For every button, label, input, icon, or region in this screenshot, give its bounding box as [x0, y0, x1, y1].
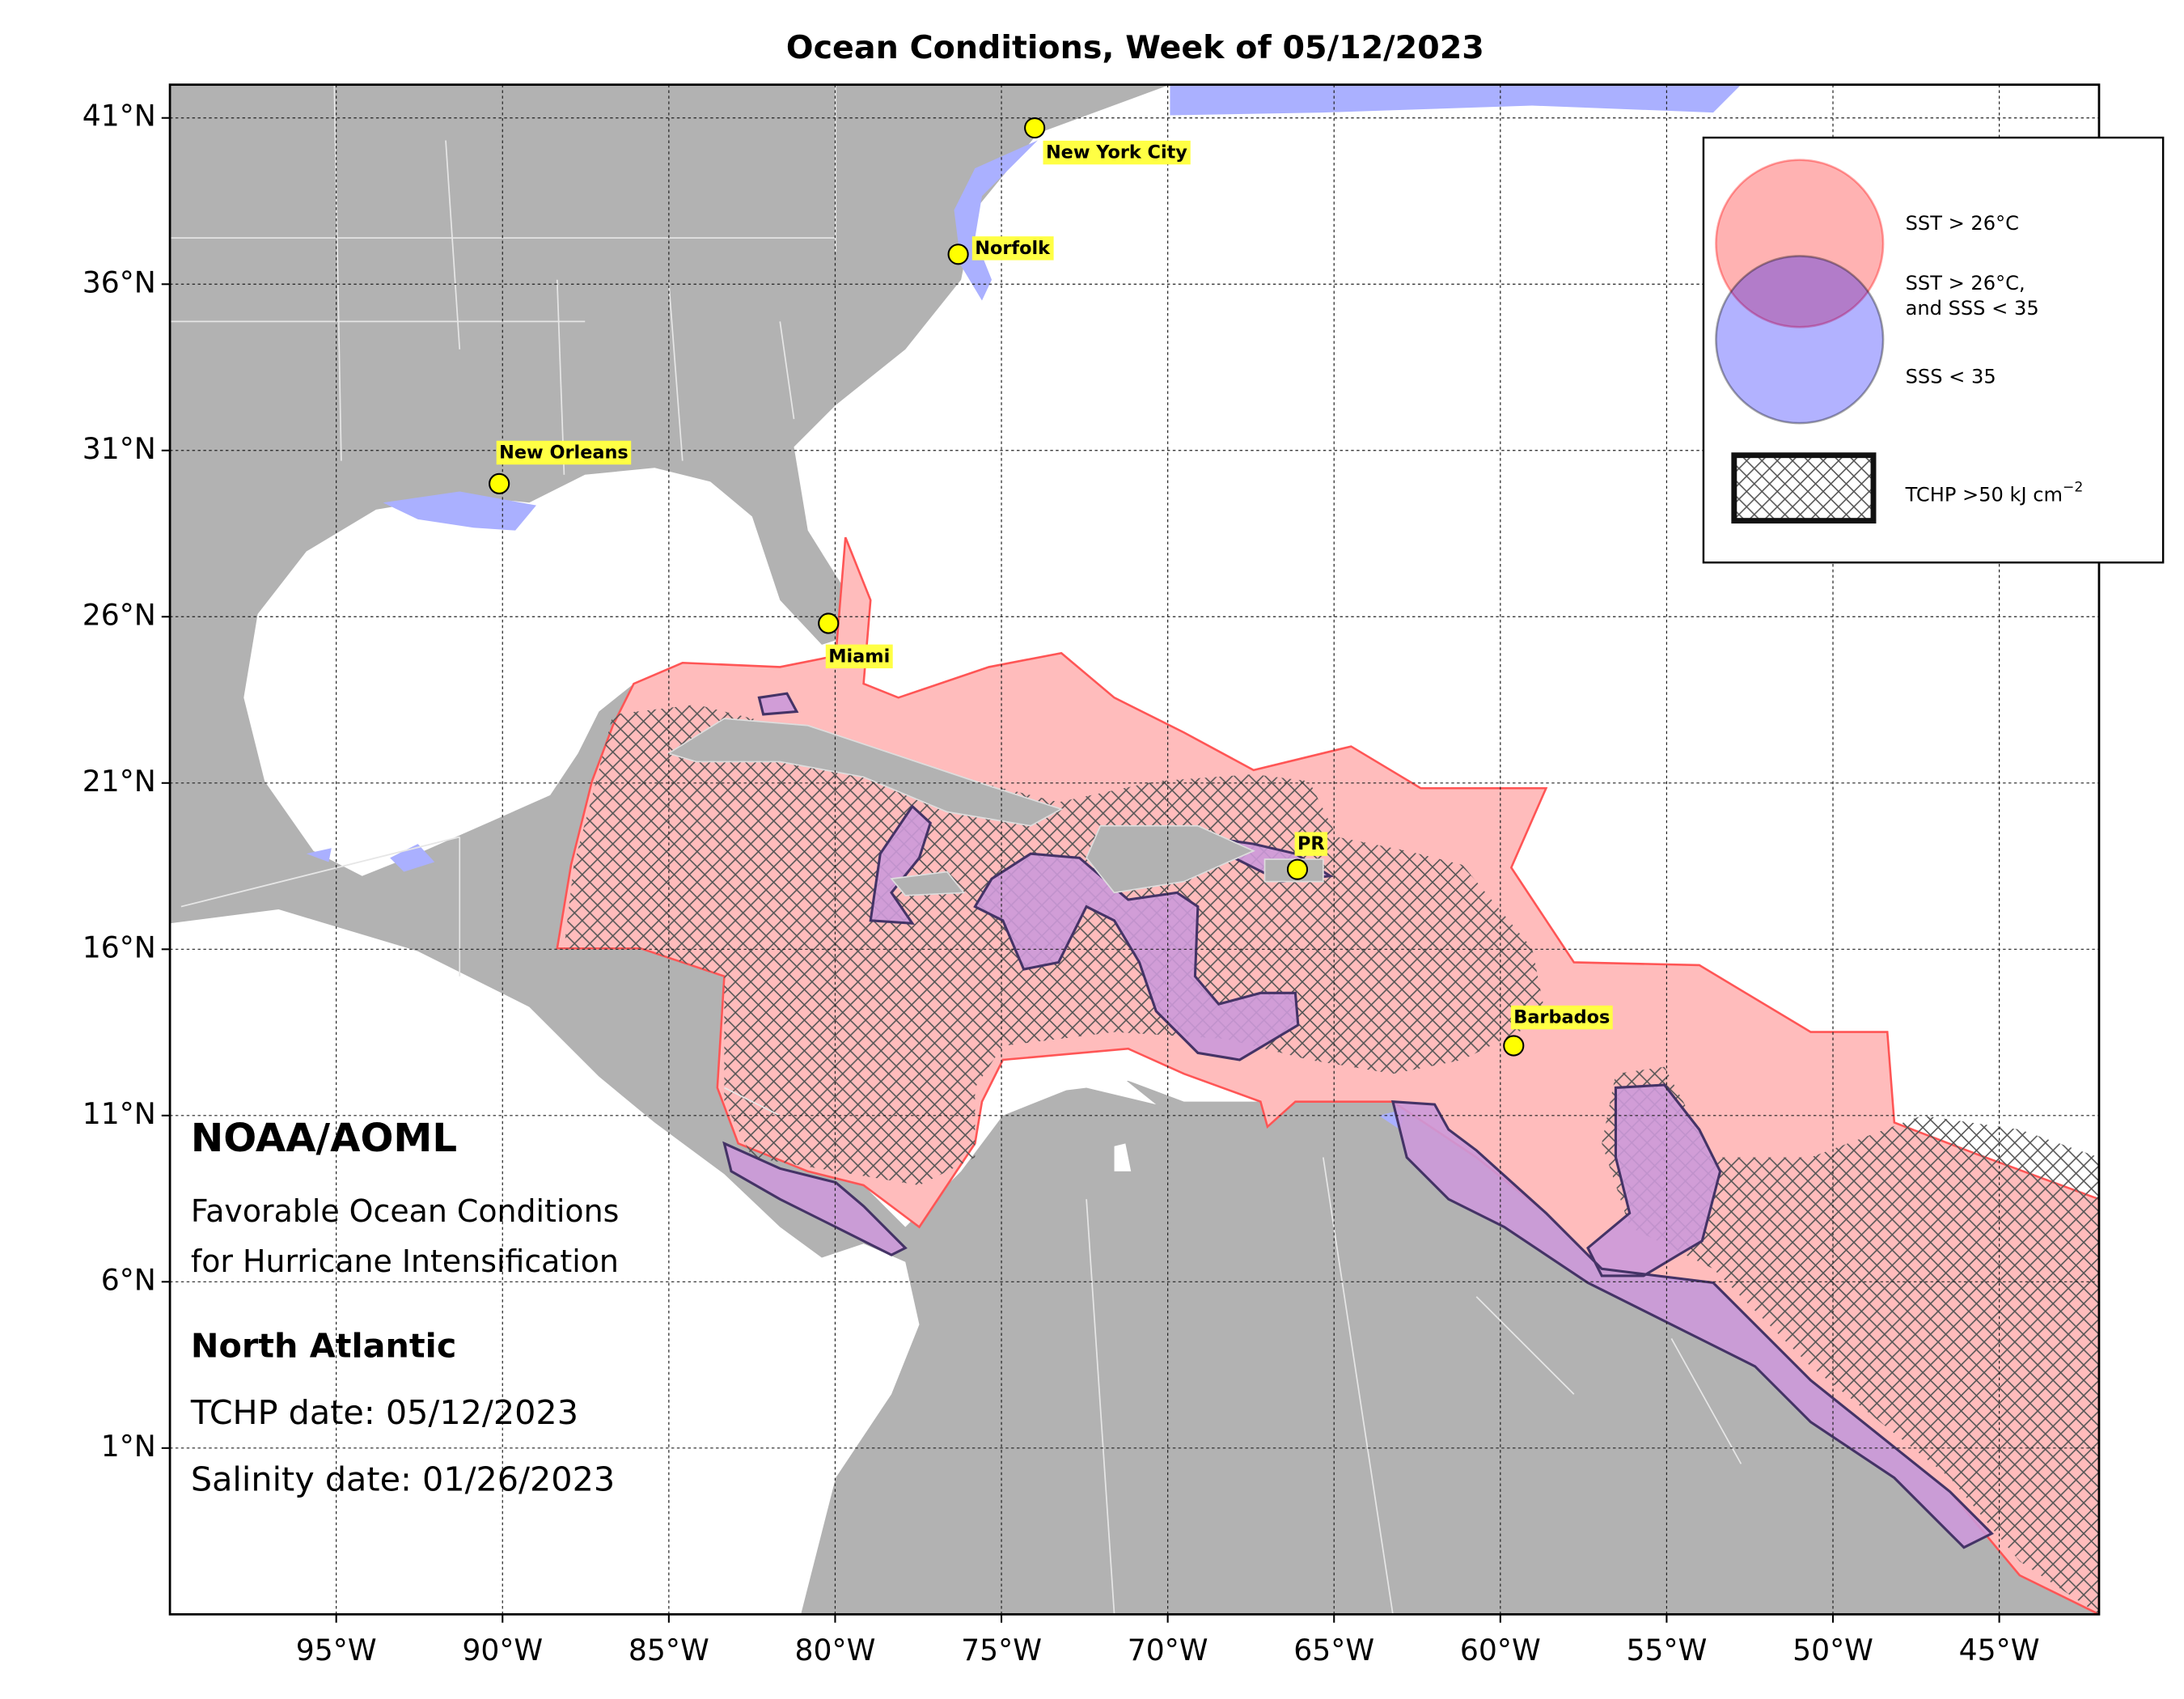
overlap-region [722, 692, 1994, 1549]
ocean [992, 1070, 1157, 1172]
city-marker [1503, 1035, 1525, 1057]
lat-tick-label: 16°N [83, 930, 156, 964]
lat-tick-label: 26°N [83, 597, 156, 632]
city-label: Barbados [1513, 1007, 1610, 1028]
legend-sss-swatch [1715, 255, 1885, 425]
lon-tick-label: 70°W [1128, 1633, 1208, 1667]
city-marker [818, 612, 840, 634]
legend-tchp-swatch [1731, 452, 1877, 524]
city-label: Norfolk [975, 238, 1051, 259]
legend-label: SST > 26°C, [1906, 272, 2025, 294]
lat-tick-label: 1°N [101, 1429, 156, 1464]
map-frame [168, 83, 2101, 1616]
tchp-region [564, 704, 2099, 1615]
city-label-bg [1294, 832, 1328, 856]
region: North Atlantic [191, 1326, 456, 1365]
lon-tick-label: 60°W [1460, 1633, 1541, 1667]
lon-tick-label: 45°W [1959, 1633, 2040, 1667]
lat-tick-label: 41°N [83, 99, 156, 133]
city-marker [1286, 858, 1309, 880]
city-marker [489, 472, 510, 494]
legend-label-text: TCHP >50 kJ cm [1905, 484, 2063, 506]
lat-tick-label: 36°N [83, 265, 156, 299]
legend: SST > 26°C SST > 26°C, and SSS < 35 SSS … [1702, 136, 2165, 564]
city-label: Miami [828, 646, 890, 667]
city-label: New York City [1046, 142, 1187, 163]
legend-label: SSS < 35 [1906, 365, 1996, 388]
lon-tick-label: 50°W [1792, 1633, 1873, 1667]
lon-tick-label: 75°W [961, 1633, 1042, 1667]
city-marker [1024, 117, 1046, 139]
lon-tick-label: 85°W [629, 1633, 709, 1667]
ocean [170, 909, 920, 1615]
subtitle: for Hurricane Intensification [191, 1244, 619, 1279]
tchp-date: TCHP date: 05/12/2023 [190, 1393, 578, 1432]
legend-label: TCHP >50 kJ cm−2 [1905, 479, 2084, 506]
legend-sst-swatch [1715, 159, 1885, 328]
lon-tick-label: 65°W [1293, 1633, 1374, 1667]
lat-tick-label: 21°N [83, 764, 156, 799]
grid: 41°N 36°N 31°N 26°N 21°N 16°N 11°N 6°N 1°N 95°W 90… [83, 84, 2099, 1667]
info-block: NOAA/AOML Favorable Ocean Conditions for… [190, 1116, 619, 1499]
map-title: Ocean Conditions, Week of 05/12/2023 [786, 29, 1484, 66]
city-label-bg [971, 236, 1054, 261]
city-marker [947, 244, 969, 265]
city-label: New Orleans [499, 442, 629, 463]
city-label-bg [496, 440, 632, 465]
lat-tick-label: 11°N [83, 1096, 156, 1131]
lat-tick-label: 6°N [101, 1262, 156, 1297]
lon-tick-label: 80°W [795, 1633, 876, 1667]
salinity-date: Salinity date: 01/26/2023 [191, 1460, 615, 1499]
city-label-bg [1043, 140, 1191, 165]
island [667, 718, 1519, 1054]
legend-label: SST > 26°C [1906, 212, 2019, 235]
lon-tick-label: 95°W [296, 1633, 377, 1667]
legend-label: and SSS < 35 [1906, 297, 2039, 320]
lon-tick-label: 55°W [1626, 1633, 1707, 1667]
city-label-bg [825, 644, 893, 669]
legend-label-superscript: −2 [2063, 479, 2083, 495]
city-label-bg [1510, 1005, 1613, 1030]
lat-tick-label: 31°N [83, 431, 156, 466]
lon-tick-label: 90°W [462, 1633, 543, 1667]
subtitle: Favorable Ocean Conditions [191, 1193, 619, 1229]
organization: NOAA/AOML [191, 1116, 457, 1161]
city-label: PR [1297, 833, 1325, 854]
cities: New York City Norfolk New Orleans Miami PR Ba… [489, 117, 1613, 1057]
